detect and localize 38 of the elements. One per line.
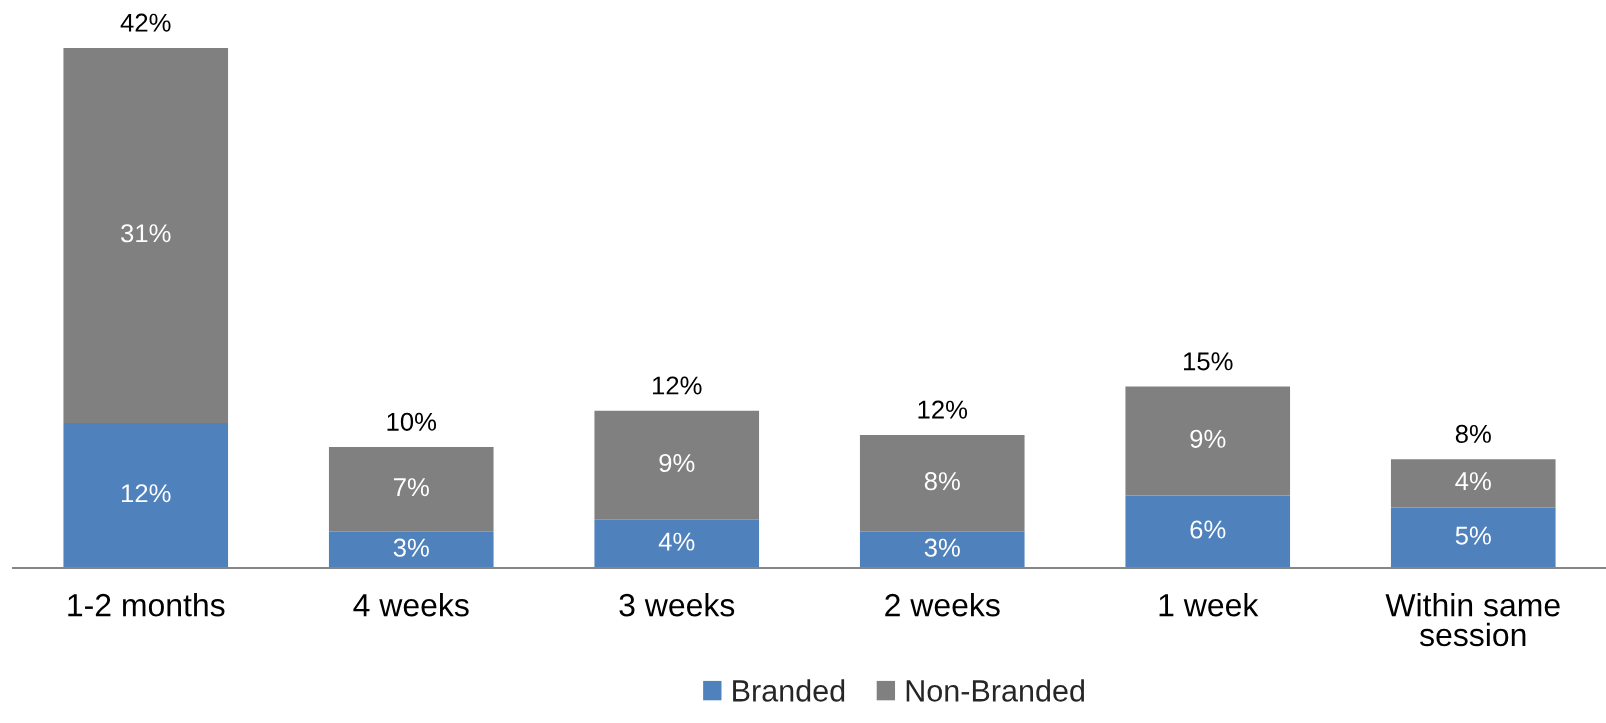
legend-label: Non-Branded [906,679,1084,702]
total-label: 8% [1455,424,1491,443]
x-tick-label: 3 weeks [619,593,735,617]
data-label: 5% [1455,526,1491,545]
x-tick-label: 4 weeks [353,593,469,617]
data-label: 9% [1190,429,1226,448]
total-label: 42% [120,13,171,32]
x-tick-label: 1 week [1159,593,1259,617]
total-label: 15% [1184,352,1233,371]
total-label: 10% [387,412,437,431]
total-label: 12% [918,400,968,419]
legend-label: Branded [733,679,845,702]
x-tick-label: 1-2 months [68,593,225,617]
bar [1125,386,1291,496]
data-label: 31% [121,224,171,243]
data-label: 3% [393,538,429,557]
bar [328,531,494,568]
bar [859,434,1025,532]
bar [859,531,1025,568]
bar [1390,459,1556,508]
x-tick-label: 2 weeks [885,593,1000,617]
data-label: 4% [1455,472,1491,491]
data-label: 9% [659,453,695,473]
data-label: 6% [1190,520,1226,539]
bar [63,422,229,568]
bar [594,519,760,568]
data-label: 3% [924,538,960,557]
bar [594,410,760,520]
data-label: 7% [394,478,429,497]
bar [63,48,229,423]
bar [1390,507,1556,568]
bar [1125,495,1291,568]
data-label: 4% [658,532,695,551]
data-label: 12% [122,484,171,503]
x-tick-label: Within same session [1385,593,1560,647]
total-label: 12% [653,376,702,395]
bar [328,447,494,532]
data-label: 8% [924,472,960,491]
